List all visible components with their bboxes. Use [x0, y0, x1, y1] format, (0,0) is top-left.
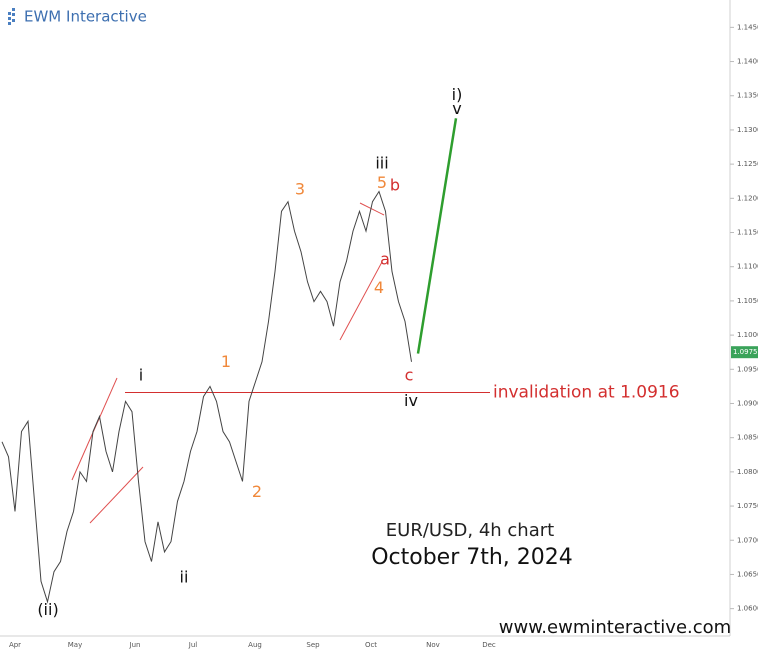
wave-label: v	[452, 99, 461, 118]
logo: EWM Interactive	[24, 8, 147, 26]
y-tick-label: 1.0650	[737, 570, 758, 578]
y-tick-label: 1.0800	[737, 468, 758, 476]
wave-label: iv	[404, 391, 418, 410]
wave-label: ii	[180, 567, 189, 586]
wave-label: 5	[377, 173, 387, 192]
last-price-label: 1.0975	[733, 348, 758, 356]
last-price-tag	[731, 346, 758, 359]
chart-subtitle: EUR/USD, 4h chart	[386, 520, 554, 541]
x-tick-label: Apr	[9, 641, 21, 649]
wave-label: 4	[374, 278, 384, 297]
x-tick-label: Jun	[129, 641, 141, 649]
wave-label: 3	[295, 180, 305, 199]
logo-icon	[8, 8, 15, 25]
price-line	[1, 190, 412, 604]
website: www.ewminteractive.com	[499, 617, 731, 638]
wave-label: 1	[221, 352, 231, 371]
wave-label: a	[380, 249, 390, 268]
x-tick-label: Oct	[365, 641, 377, 649]
y-tick-label: 1.1300	[737, 126, 758, 134]
y-tick-label: 1.0600	[737, 605, 758, 613]
x-tick-label: Jul	[188, 641, 198, 649]
invalidation-label: invalidation at 1.0916	[493, 383, 680, 403]
wave-label: iii	[375, 154, 388, 173]
y-tick-label: 1.1400	[737, 58, 758, 66]
x-tick-label: Sep	[306, 641, 320, 649]
y-tick-label: 1.0950	[737, 365, 758, 373]
y-tick-label: 1.1150	[737, 229, 758, 237]
y-tick-label: 1.1450	[737, 23, 758, 31]
y-tick-label: 1.1350	[737, 92, 758, 100]
y-tick-label: 1.1250	[737, 160, 758, 168]
y-tick-label: 1.1100	[737, 263, 758, 271]
chart-title: October 7th, 2024	[371, 545, 573, 570]
y-tick-label: 1.0700	[737, 536, 758, 544]
x-tick-label: Nov	[426, 641, 440, 649]
y-tick-label: 1.1200	[737, 194, 758, 202]
x-tick-label: Aug	[248, 641, 262, 649]
y-tick-label: 1.1050	[737, 297, 758, 305]
x-tick-label: May	[68, 641, 82, 649]
wave-label: c	[405, 366, 414, 385]
wave-label: (ii)	[37, 600, 58, 619]
x-tick-label: Dec	[482, 641, 496, 649]
y-tick-label: 1.1000	[737, 331, 758, 339]
projection-line	[416, 118, 458, 354]
wave-label: b	[390, 176, 400, 195]
wave-label: i	[139, 366, 143, 385]
y-tick-label: 1.0750	[737, 502, 758, 510]
wave-label: i)	[452, 85, 463, 104]
wave-label: 2	[252, 482, 262, 501]
y-tick-label: 1.0900	[737, 399, 758, 407]
y-tick-label: 1.0850	[737, 434, 758, 442]
